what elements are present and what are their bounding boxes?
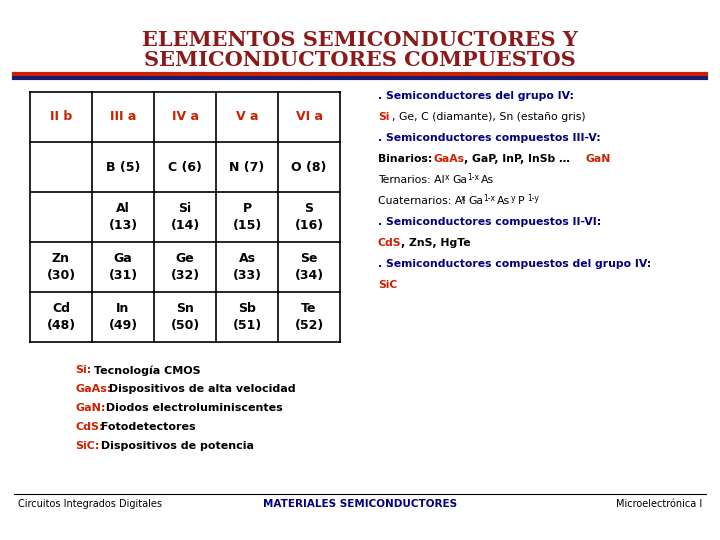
Text: As
(33): As (33): [233, 253, 261, 281]
Text: As: As: [497, 196, 510, 206]
Text: Ternarios: Al: Ternarios: Al: [378, 175, 445, 185]
Text: Si: Si: [378, 112, 390, 122]
Text: II b: II b: [50, 111, 72, 124]
Text: P: P: [518, 196, 525, 206]
Text: O (8): O (8): [292, 160, 327, 173]
Text: Tecnología CMOS: Tecnología CMOS: [90, 365, 201, 375]
Text: GaAs: GaAs: [433, 154, 464, 164]
Text: , ZnS, HgTe: , ZnS, HgTe: [401, 238, 471, 248]
Text: . Semiconductores compuestos III-V:: . Semiconductores compuestos III-V:: [378, 133, 600, 143]
Text: Sb
(51): Sb (51): [233, 302, 261, 332]
Text: Dispositivos de alta velocidad: Dispositivos de alta velocidad: [105, 384, 296, 394]
Text: GaAs:: GaAs:: [75, 384, 112, 394]
Text: SiC:: SiC:: [75, 441, 99, 451]
Text: Ga: Ga: [468, 196, 483, 206]
Text: GaN: GaN: [585, 154, 611, 164]
Text: VI a: VI a: [295, 111, 323, 124]
Text: B (5): B (5): [106, 160, 140, 173]
Text: In
(49): In (49): [109, 302, 138, 332]
Text: Fotodetectores: Fotodetectores: [97, 422, 196, 432]
Text: x: x: [461, 194, 466, 203]
Text: 1-x: 1-x: [467, 173, 479, 182]
Text: Circuitos Integrados Digitales: Circuitos Integrados Digitales: [18, 499, 162, 509]
Text: Diodos electroluminiscentes: Diodos electroluminiscentes: [102, 403, 283, 413]
Text: 1-x: 1-x: [483, 194, 495, 203]
Text: Cuaternarios: Al: Cuaternarios: Al: [378, 196, 465, 206]
Text: , GaP, InP, InSb …: , GaP, InP, InSb …: [464, 154, 574, 164]
Text: ELEMENTOS SEMICONDUCTORES Y: ELEMENTOS SEMICONDUCTORES Y: [142, 30, 578, 50]
Text: Dispositivos de potencia: Dispositivos de potencia: [97, 441, 254, 451]
Text: V a: V a: [235, 111, 258, 124]
Text: y: y: [511, 194, 516, 203]
Text: P
(15): P (15): [233, 202, 261, 232]
Text: Si:: Si:: [75, 365, 91, 375]
Text: Ga: Ga: [452, 175, 467, 185]
Text: MATERIALES SEMICONDUCTORES: MATERIALES SEMICONDUCTORES: [263, 499, 457, 509]
Text: Se
(34): Se (34): [294, 253, 323, 281]
Text: Si
(14): Si (14): [171, 202, 199, 232]
Text: Microelectrónica I: Microelectrónica I: [616, 499, 702, 509]
Text: . Semiconductores compuestos II-VI:: . Semiconductores compuestos II-VI:: [378, 217, 601, 227]
Text: Sn
(50): Sn (50): [171, 302, 199, 332]
Text: IV a: IV a: [171, 111, 199, 124]
Text: Ge
(32): Ge (32): [171, 253, 199, 281]
Text: Binarios:: Binarios:: [378, 154, 436, 164]
Text: x: x: [445, 173, 449, 182]
Text: Cd
(48): Cd (48): [46, 302, 76, 332]
Text: , Ge, C (diamante), Sn (estaño gris): , Ge, C (diamante), Sn (estaño gris): [392, 112, 585, 122]
Text: CdS:: CdS:: [75, 422, 104, 432]
Text: SEMICONDUCTORES COMPUESTOS: SEMICONDUCTORES COMPUESTOS: [144, 50, 576, 70]
Text: S
(16): S (16): [294, 202, 323, 232]
Text: III a: III a: [110, 111, 136, 124]
Text: SiC: SiC: [378, 280, 397, 290]
Text: . Semiconductores del grupo IV:: . Semiconductores del grupo IV:: [378, 91, 574, 101]
Text: 1-y: 1-y: [527, 194, 539, 203]
Text: Zn
(30): Zn (30): [46, 253, 76, 281]
Text: CdS: CdS: [378, 238, 402, 248]
Text: Al
(13): Al (13): [109, 202, 138, 232]
Text: Te
(52): Te (52): [294, 302, 323, 332]
Text: C (6): C (6): [168, 160, 202, 173]
Text: GaN:: GaN:: [75, 403, 105, 413]
Text: Ga
(31): Ga (31): [109, 253, 138, 281]
Text: N (7): N (7): [230, 160, 265, 173]
Text: . Semiconductores compuestos del grupo IV:: . Semiconductores compuestos del grupo I…: [378, 259, 652, 269]
Text: As: As: [481, 175, 494, 185]
